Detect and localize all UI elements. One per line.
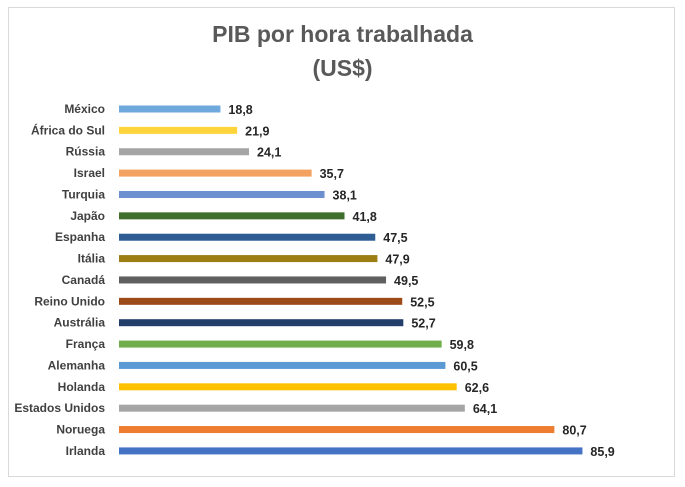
data-label: 60,5 bbox=[453, 359, 477, 373]
bar bbox=[119, 447, 583, 455]
data-label: 47,5 bbox=[383, 231, 407, 245]
category-label: França bbox=[66, 337, 106, 351]
category-label: Holanda bbox=[58, 380, 106, 394]
data-label: 47,9 bbox=[385, 253, 409, 267]
bar bbox=[119, 190, 325, 198]
data-label: 21,9 bbox=[245, 124, 269, 138]
bar bbox=[119, 255, 378, 263]
data-label: 80,7 bbox=[562, 424, 586, 438]
data-label: 62,6 bbox=[465, 381, 489, 395]
bar bbox=[119, 148, 250, 156]
category-label: Israel bbox=[74, 166, 105, 180]
data-label: 52,5 bbox=[410, 295, 434, 309]
bar bbox=[119, 340, 442, 348]
bar bbox=[119, 105, 221, 113]
category-label: Itália bbox=[78, 252, 106, 266]
category-label: Canadá bbox=[62, 273, 106, 287]
data-label: 24,1 bbox=[257, 146, 281, 160]
bar bbox=[119, 361, 446, 369]
bar bbox=[119, 276, 387, 284]
category-label: Alemanha bbox=[48, 358, 106, 372]
category-label: Espanha bbox=[55, 230, 105, 244]
category-label: Reino Unido bbox=[34, 294, 105, 308]
data-label: 59,8 bbox=[450, 338, 474, 352]
data-label: 35,7 bbox=[320, 167, 344, 181]
category-label: Austrália bbox=[54, 316, 106, 330]
category-label: Estados Unidos bbox=[14, 401, 105, 415]
bar bbox=[119, 383, 457, 391]
bar bbox=[119, 319, 404, 327]
category-label: México bbox=[64, 102, 105, 116]
bar bbox=[119, 297, 403, 305]
category-label: África do Sul bbox=[31, 122, 105, 137]
category-label: Turquia bbox=[62, 187, 105, 201]
data-label: 49,5 bbox=[394, 274, 418, 288]
chart-frame bbox=[8, 7, 675, 477]
data-label: 41,8 bbox=[353, 210, 377, 224]
category-label: Irlanda bbox=[66, 444, 106, 458]
data-label: 52,7 bbox=[411, 317, 435, 331]
category-label: Rússia bbox=[66, 145, 106, 159]
chart-title-line-1: PIB por hora trabalhada bbox=[212, 21, 473, 47]
chart-title-line-2: (US$) bbox=[312, 55, 373, 81]
bar bbox=[119, 212, 345, 220]
bar bbox=[119, 404, 465, 412]
data-label: 64,1 bbox=[473, 402, 497, 416]
data-label: 85,9 bbox=[590, 445, 614, 459]
category-label: Japão bbox=[70, 209, 105, 223]
category-label: Noruega bbox=[56, 423, 105, 437]
bar bbox=[119, 233, 376, 241]
bar bbox=[119, 126, 238, 134]
bar bbox=[119, 426, 555, 434]
data-label: 18,8 bbox=[228, 103, 252, 117]
data-label: 38,1 bbox=[333, 188, 357, 202]
bar bbox=[119, 169, 312, 177]
chart-title: PIB por hora trabalhada (US$) bbox=[0, 17, 685, 85]
